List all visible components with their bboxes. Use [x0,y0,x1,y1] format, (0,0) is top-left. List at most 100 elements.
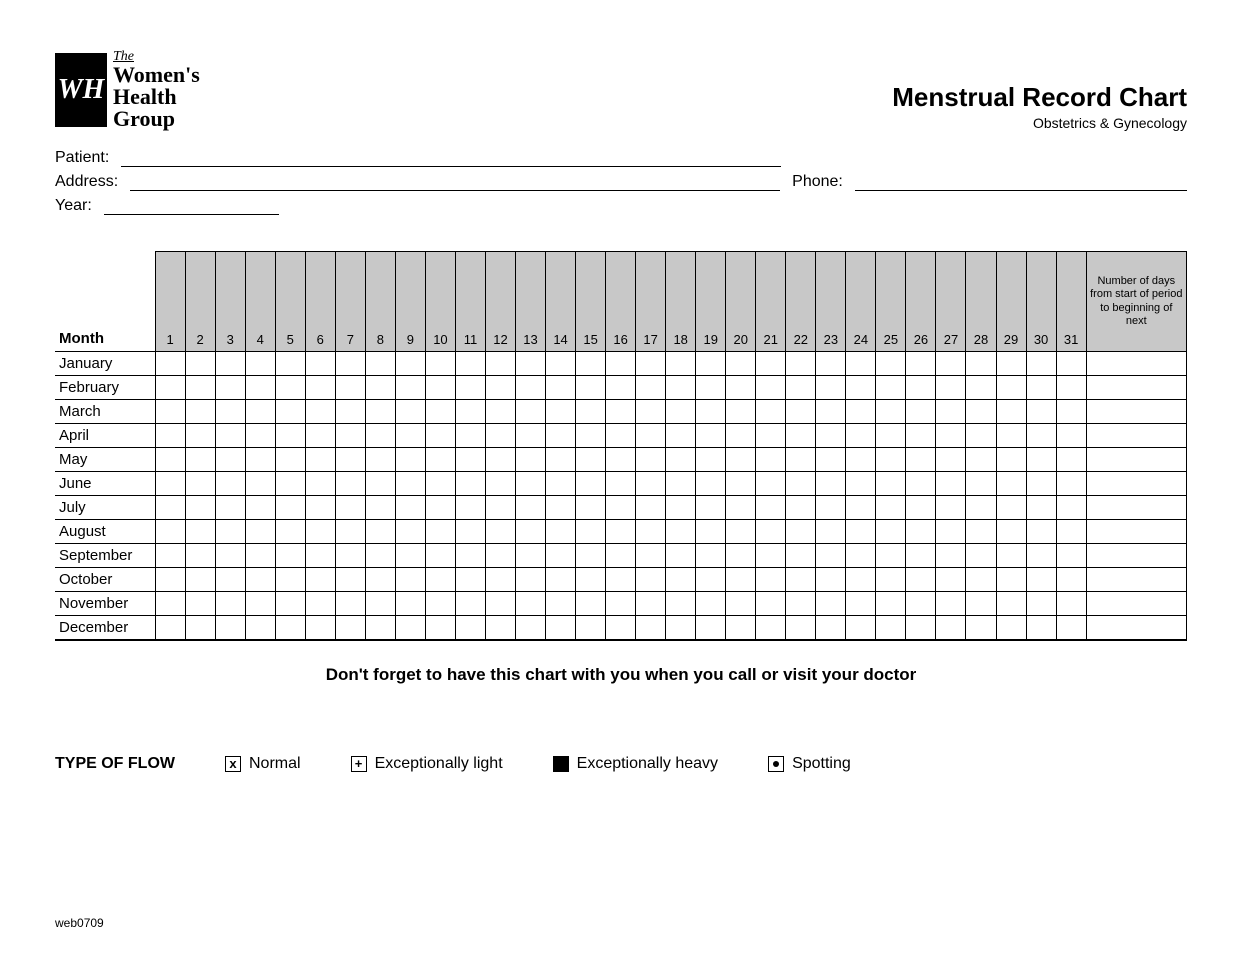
day-cell[interactable] [185,352,215,376]
day-cell[interactable] [1056,424,1086,448]
day-cell[interactable] [636,496,666,520]
day-cell[interactable] [876,616,906,640]
day-cell[interactable] [215,352,245,376]
day-cell[interactable] [516,472,546,496]
day-cell[interactable] [305,376,335,400]
day-cell[interactable] [936,544,966,568]
day-cell[interactable] [906,568,936,592]
day-cell[interactable] [425,592,455,616]
day-cell[interactable] [185,448,215,472]
day-cell[interactable] [455,568,485,592]
day-cell[interactable] [395,472,425,496]
day-cell[interactable] [245,544,275,568]
day-cell[interactable] [365,616,395,640]
day-cell[interactable] [606,592,636,616]
day-cell[interactable] [425,520,455,544]
day-cell[interactable] [786,352,816,376]
day-cell[interactable] [485,472,515,496]
day-cell[interactable] [696,424,726,448]
day-cell[interactable] [335,544,365,568]
day-cell[interactable] [906,472,936,496]
day-cell[interactable] [666,472,696,496]
day-cell[interactable] [305,352,335,376]
day-cell[interactable] [786,520,816,544]
day-cell[interactable] [666,520,696,544]
day-cell[interactable] [365,424,395,448]
day-cell[interactable] [606,352,636,376]
day-cell[interactable] [576,472,606,496]
day-cell[interactable] [996,400,1026,424]
day-cell[interactable] [576,568,606,592]
day-cell[interactable] [485,616,515,640]
day-cell[interactable] [395,568,425,592]
day-cell[interactable] [696,448,726,472]
day-cell[interactable] [245,496,275,520]
day-cell[interactable] [215,424,245,448]
day-cell[interactable] [365,400,395,424]
day-cell[interactable] [756,400,786,424]
day-cell[interactable] [876,400,906,424]
day-cell[interactable] [155,568,185,592]
day-cell[interactable] [936,520,966,544]
day-cell[interactable] [245,568,275,592]
day-cell[interactable] [185,544,215,568]
cycle-length-cell[interactable] [1086,568,1186,592]
day-cell[interactable] [996,496,1026,520]
day-cell[interactable] [455,424,485,448]
day-cell[interactable] [936,472,966,496]
day-cell[interactable] [185,616,215,640]
day-cell[interactable] [816,568,846,592]
day-cell[interactable] [726,400,756,424]
patient-input-line[interactable] [121,149,781,167]
day-cell[interactable] [215,448,245,472]
day-cell[interactable] [275,544,305,568]
day-cell[interactable] [906,352,936,376]
day-cell[interactable] [606,496,636,520]
day-cell[interactable] [335,448,365,472]
day-cell[interactable] [666,544,696,568]
day-cell[interactable] [275,448,305,472]
day-cell[interactable] [155,448,185,472]
day-cell[interactable] [546,568,576,592]
day-cell[interactable] [455,352,485,376]
day-cell[interactable] [576,544,606,568]
day-cell[interactable] [1026,592,1056,616]
day-cell[interactable] [455,376,485,400]
day-cell[interactable] [455,472,485,496]
day-cell[interactable] [245,472,275,496]
day-cell[interactable] [305,496,335,520]
day-cell[interactable] [726,520,756,544]
day-cell[interactable] [1056,568,1086,592]
day-cell[interactable] [215,496,245,520]
day-cell[interactable] [936,568,966,592]
day-cell[interactable] [576,400,606,424]
day-cell[interactable] [245,592,275,616]
day-cell[interactable] [455,448,485,472]
day-cell[interactable] [305,448,335,472]
day-cell[interactable] [816,424,846,448]
day-cell[interactable] [305,544,335,568]
day-cell[interactable] [425,568,455,592]
day-cell[interactable] [245,448,275,472]
day-cell[interactable] [786,616,816,640]
day-cell[interactable] [636,376,666,400]
day-cell[interactable] [696,544,726,568]
day-cell[interactable] [696,496,726,520]
day-cell[interactable] [1026,568,1056,592]
day-cell[interactable] [546,544,576,568]
cycle-length-cell[interactable] [1086,520,1186,544]
day-cell[interactable] [876,352,906,376]
day-cell[interactable] [1056,472,1086,496]
day-cell[interactable] [365,472,395,496]
day-cell[interactable] [275,592,305,616]
day-cell[interactable] [245,520,275,544]
day-cell[interactable] [305,520,335,544]
day-cell[interactable] [305,400,335,424]
day-cell[interactable] [966,424,996,448]
day-cell[interactable] [936,376,966,400]
day-cell[interactable] [275,472,305,496]
cycle-length-cell[interactable] [1086,592,1186,616]
day-cell[interactable] [215,592,245,616]
day-cell[interactable] [425,400,455,424]
day-cell[interactable] [395,520,425,544]
